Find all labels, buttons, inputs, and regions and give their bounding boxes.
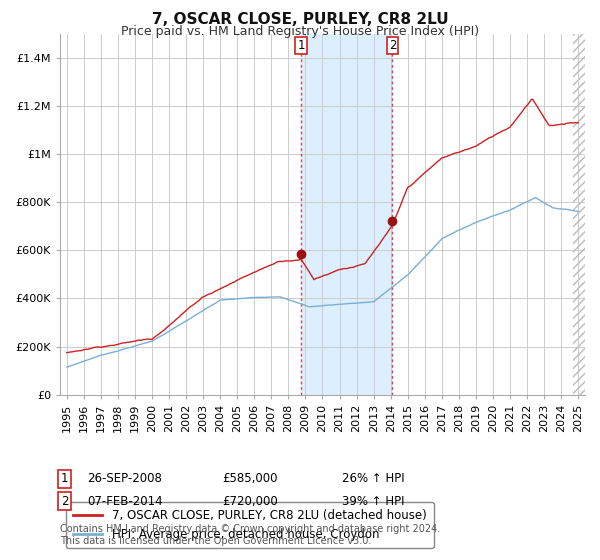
Bar bbox=[301, 34, 392, 395]
Text: 26% ↑ HPI: 26% ↑ HPI bbox=[342, 472, 404, 486]
Text: 7, OSCAR CLOSE, PURLEY, CR8 2LU: 7, OSCAR CLOSE, PURLEY, CR8 2LU bbox=[152, 12, 448, 27]
Legend: 7, OSCAR CLOSE, PURLEY, CR8 2LU (detached house), HPI: Average price, detached h: 7, OSCAR CLOSE, PURLEY, CR8 2LU (detache… bbox=[66, 502, 434, 548]
Text: £585,000: £585,000 bbox=[222, 472, 277, 486]
Text: Contains HM Land Registry data © Crown copyright and database right 2024.
This d: Contains HM Land Registry data © Crown c… bbox=[60, 524, 440, 546]
Text: £720,000: £720,000 bbox=[222, 494, 278, 508]
Bar bbox=[572, 34, 585, 395]
Text: 07-FEB-2014: 07-FEB-2014 bbox=[87, 494, 163, 508]
Text: 26-SEP-2008: 26-SEP-2008 bbox=[87, 472, 162, 486]
Text: 2: 2 bbox=[389, 39, 396, 52]
Text: 1: 1 bbox=[297, 39, 305, 52]
Text: 1: 1 bbox=[61, 472, 68, 486]
Text: Price paid vs. HM Land Registry's House Price Index (HPI): Price paid vs. HM Land Registry's House … bbox=[121, 25, 479, 38]
Text: 39% ↑ HPI: 39% ↑ HPI bbox=[342, 494, 404, 508]
Text: 2: 2 bbox=[61, 494, 68, 508]
Bar bbox=[572, 34, 585, 395]
